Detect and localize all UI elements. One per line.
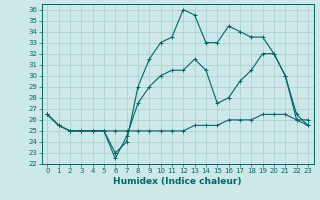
X-axis label: Humidex (Indice chaleur): Humidex (Indice chaleur): [113, 177, 242, 186]
